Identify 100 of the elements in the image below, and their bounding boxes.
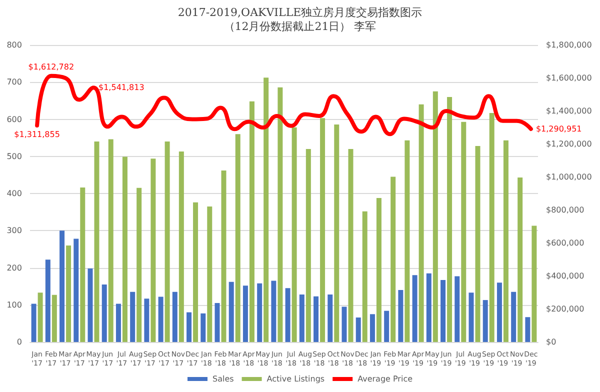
bar xyxy=(518,178,523,342)
y2-tick-label: $1,800,000 xyxy=(546,40,592,50)
bar xyxy=(285,288,290,342)
bar xyxy=(164,142,170,342)
bar xyxy=(426,273,432,342)
bar xyxy=(503,140,508,342)
bar xyxy=(94,142,100,342)
bar xyxy=(348,148,354,342)
y2-tick-label: $1,200,000 xyxy=(546,140,592,148)
bar xyxy=(38,292,43,342)
data-label: $1,290,951 xyxy=(536,124,582,134)
bar xyxy=(60,230,65,342)
bar xyxy=(80,188,86,342)
y-tick-label: 800 xyxy=(6,40,22,50)
bar xyxy=(398,290,404,342)
bar xyxy=(200,313,206,342)
bar xyxy=(158,296,164,342)
y-tick-label: 400 xyxy=(6,189,22,198)
bar xyxy=(193,202,198,342)
bar xyxy=(334,124,340,342)
bar xyxy=(122,156,128,342)
bar xyxy=(384,310,390,342)
bar xyxy=(150,158,156,342)
bar xyxy=(532,226,537,342)
y-tick-label: 100 xyxy=(6,300,22,310)
bar xyxy=(475,146,480,342)
data-label: $1,311,855 xyxy=(14,130,60,140)
bar xyxy=(74,238,79,342)
y-tick-label: 200 xyxy=(6,263,22,272)
bar xyxy=(207,206,212,342)
bar xyxy=(342,306,347,342)
bar xyxy=(356,318,361,342)
bar xyxy=(186,312,192,342)
bar xyxy=(136,188,142,342)
bar xyxy=(228,282,234,342)
legend-label: Sales xyxy=(212,374,234,384)
y2-tick-label: $200,000 xyxy=(546,304,584,314)
bar xyxy=(390,176,396,342)
bar xyxy=(242,286,248,342)
bar xyxy=(214,303,220,342)
bar xyxy=(235,134,240,342)
bar xyxy=(172,292,178,342)
data-label: $1,612,782 xyxy=(28,62,74,72)
y-tick-label: 500 xyxy=(6,152,22,161)
bar xyxy=(66,245,72,342)
bar xyxy=(130,292,136,342)
y-tick-label: 0 xyxy=(16,338,22,346)
bar xyxy=(178,152,184,342)
bar xyxy=(264,78,269,342)
bar xyxy=(440,280,446,342)
bar xyxy=(404,140,410,342)
bar xyxy=(489,112,494,342)
y2-tick-label: $400,000 xyxy=(546,272,584,280)
bar xyxy=(376,198,382,342)
bar xyxy=(412,275,418,342)
bar xyxy=(362,211,368,342)
bar xyxy=(278,87,283,342)
bar xyxy=(88,268,93,342)
bar xyxy=(299,294,304,342)
bar xyxy=(221,170,226,342)
chart-subtitle: （12月份数据截止21日） 李军 xyxy=(224,20,376,33)
y-tick-label: 700 xyxy=(6,78,22,87)
bar xyxy=(461,122,466,342)
y2-tick-label: $1,000,000 xyxy=(546,172,592,182)
bar xyxy=(292,127,297,342)
y2-tick-label: $1,400,000 xyxy=(546,106,592,116)
bar xyxy=(52,294,57,342)
bar xyxy=(418,104,424,342)
legend-label: Active Listings xyxy=(266,374,325,384)
bar xyxy=(31,304,36,342)
bar xyxy=(468,292,474,342)
bar xyxy=(482,300,488,342)
bar xyxy=(108,139,114,342)
bar xyxy=(496,282,502,342)
y2-tick-label: $800,000 xyxy=(546,206,584,214)
y-tick-label: 300 xyxy=(6,226,22,236)
y2-tick-label: $600,000 xyxy=(546,238,584,248)
bar xyxy=(306,148,311,342)
data-label: $1,541,813 xyxy=(98,83,144,92)
bar xyxy=(328,294,333,342)
bar xyxy=(432,91,438,342)
bar xyxy=(314,296,319,342)
bar xyxy=(271,280,276,342)
bar xyxy=(144,298,150,342)
bar xyxy=(45,260,50,342)
bar xyxy=(102,284,107,342)
bar xyxy=(320,118,326,342)
bar xyxy=(454,276,460,342)
y-tick-label: 600 xyxy=(6,114,22,124)
bar xyxy=(257,283,262,342)
bar xyxy=(525,317,530,342)
bar xyxy=(370,314,375,342)
y2-tick-label: $0 xyxy=(546,338,556,346)
chart-title: 2017-2019,OAKVILLE独立房月度交易指数图示 xyxy=(178,6,422,19)
legend-label: Average Price xyxy=(358,374,413,384)
bar xyxy=(249,101,254,342)
bar xyxy=(447,96,452,342)
bar xyxy=(511,292,516,342)
bar xyxy=(116,304,121,342)
y2-tick-label: $1,600,000 xyxy=(546,74,592,82)
